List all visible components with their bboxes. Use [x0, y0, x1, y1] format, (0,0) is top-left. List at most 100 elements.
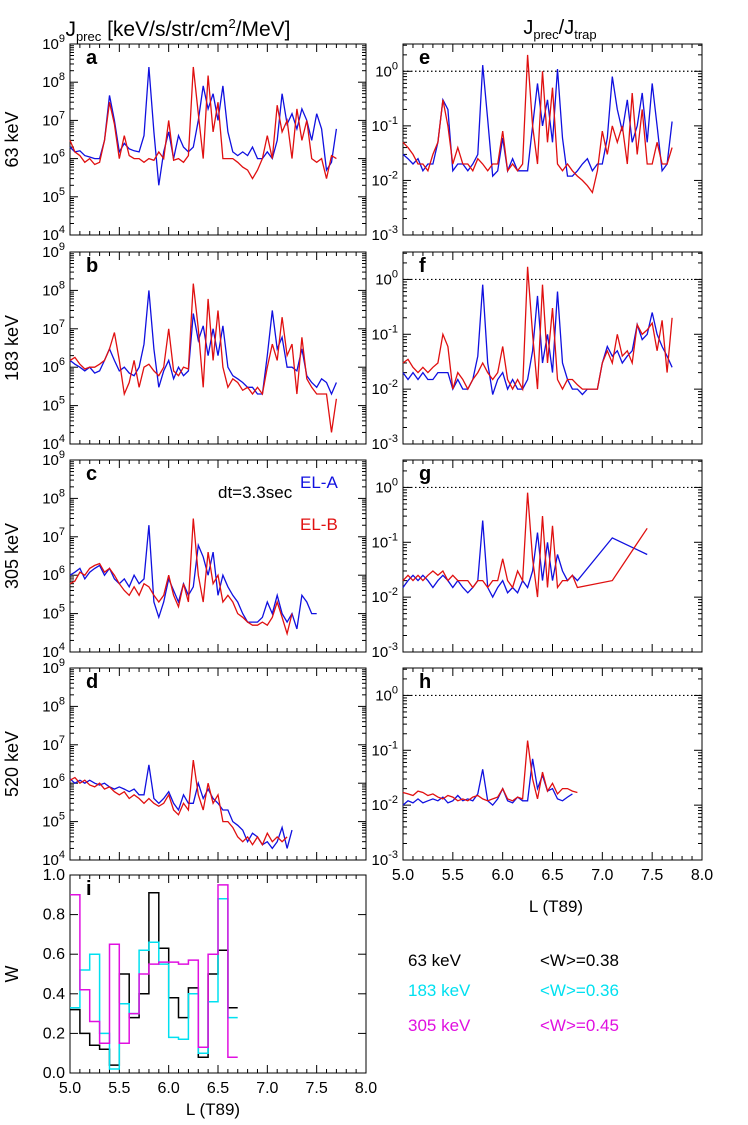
x-tick-label: 8.0	[355, 1080, 377, 1097]
y-tick-label: 108	[42, 279, 65, 299]
step-series-305-kev	[70, 884, 238, 1058]
panel-letter: e	[419, 47, 430, 69]
y-tick-label: 106	[42, 148, 65, 168]
line-series-el-a-panel-e	[402, 65, 673, 178]
x-tick-label: 5.5	[442, 867, 464, 884]
y-tick-label: 109	[42, 33, 65, 53]
y-tick-label: 10-2	[372, 586, 398, 606]
y-tick-label: 105	[42, 603, 65, 623]
y-tick-label: 10-1	[372, 115, 398, 135]
frames-layer: 104 105 106 107 108 109 a 63 keV 104 105 106 107 108…	[2, 33, 713, 1097]
y-tick-label: 10-2	[372, 794, 398, 814]
y-tick-label: 10-2	[372, 378, 398, 398]
line-series-el-b-panel-h	[402, 740, 578, 802]
x-tick-label: 6.0	[158, 1080, 180, 1097]
line-series-el-a-panel-f	[402, 284, 673, 396]
y-tick-label: 107	[42, 109, 65, 129]
bottom-x-axis-label: L (T89)	[186, 1100, 240, 1119]
step-series-183-kev	[70, 898, 238, 1070]
y-tick-label: 108	[42, 71, 65, 91]
y-tick-label: 109	[42, 657, 65, 677]
y-tick-label: 106	[42, 772, 65, 792]
y-tick-label: 108	[42, 695, 65, 715]
line-series-el-a-panel-d	[69, 764, 293, 850]
panel-g: 10-3 10-2 10-1 100 g	[372, 459, 703, 661]
panel-letter: a	[86, 47, 98, 69]
y-tick-label: 10-3	[372, 433, 398, 453]
y-tick-label: 107	[42, 734, 65, 754]
y-tick-label: 100	[375, 60, 398, 80]
step-series-63-kev	[70, 892, 238, 1066]
y-tick-label: 0.6	[43, 946, 65, 963]
y-tick-label: 100	[375, 268, 398, 288]
panel-h: 5.0 5.5 6.0 6.5 7.0 7.5 8.0 10-3 10-2 10-1 100 h	[372, 667, 713, 884]
y-tick-label: 105	[42, 186, 65, 206]
panel-letter: c	[86, 463, 97, 485]
y-tick-label: 0.4	[43, 986, 65, 1003]
line-series-el-b-panel-a	[69, 66, 337, 180]
y-tick-label: 10-2	[372, 169, 398, 189]
y-tick-label: 106	[42, 356, 65, 376]
y-tick-label: 105	[42, 395, 65, 415]
legend-mean-183: <W>=0.36	[540, 981, 619, 1000]
y-tick-label: 10-1	[372, 531, 398, 551]
y-tick-label: 109	[42, 241, 65, 261]
x-tick-label: 8.0	[691, 867, 713, 884]
line-series-el-b-panel-c	[69, 518, 293, 637]
y-axis-label: W	[2, 966, 22, 983]
legend-energy-183: 183 keV	[408, 981, 471, 1000]
y-axis-label: 183 keV	[2, 315, 22, 381]
panel-letter: d	[86, 671, 98, 693]
y-tick-label: 109	[42, 449, 65, 469]
y-axis-label: 520 keV	[2, 731, 22, 797]
panel-letter: i	[86, 878, 92, 900]
panel-letter: f	[419, 255, 426, 277]
y-tick-label: 10-3	[372, 641, 398, 661]
y-tick-label: 10-3	[372, 224, 398, 244]
right-column-title: Jprec/Jtrap	[523, 17, 596, 42]
legend-energy-305: 305 keV	[408, 1016, 471, 1035]
x-tick-label: 6.5	[541, 867, 563, 884]
x-tick-label: 5.0	[392, 867, 414, 884]
panel-frame	[402, 459, 703, 653]
panel-e: 10-3 10-2 10-1 100 e	[372, 43, 703, 244]
panel-frame	[69, 667, 367, 861]
right-x-axis-label: L (T89)	[529, 897, 583, 916]
x-tick-label: 7.5	[306, 1080, 328, 1097]
y-tick-label: 10-3	[372, 849, 398, 869]
x-tick-label: 6.0	[492, 867, 514, 884]
x-tick-label: 5.5	[108, 1080, 130, 1097]
x-tick-label: 7.0	[591, 867, 613, 884]
line-series-el-b-panel-f	[402, 266, 673, 392]
y-tick-label: 0.2	[43, 1025, 65, 1042]
y-tick-label: 100	[375, 476, 398, 496]
dt-annotation: dt=3.3sec	[218, 483, 293, 502]
y-tick-label: 105	[42, 811, 65, 831]
panel-d: 104 105 106 107 108 109 d 520 keV	[2, 657, 367, 869]
line-series-el-a-panel-c	[69, 525, 317, 630]
panel-frame	[69, 43, 367, 236]
panel-letter: b	[86, 255, 98, 277]
panel-letter: h	[419, 671, 431, 693]
y-tick-label: 107	[42, 318, 65, 338]
y-tick-label: 100	[375, 684, 398, 704]
el-a-legend: EL-A	[300, 473, 338, 492]
y-tick-label: 0.0	[43, 1065, 65, 1082]
x-tick-label: 7.5	[641, 867, 663, 884]
y-tick-label: 0.8	[43, 907, 65, 924]
panel-f: 10-3 10-2 10-1 100 f	[372, 251, 703, 453]
left-column-title: Jprec [keV/s/str/cm2/MeV]	[65, 16, 290, 44]
y-axis-label: 305 keV	[2, 523, 22, 589]
line-series-el-b-panel-d	[69, 760, 288, 847]
line-series-el-b-panel-b	[69, 283, 338, 433]
legend-energy-63: 63 keV	[408, 951, 462, 970]
line-series-el-a-panel-b	[69, 290, 337, 396]
line-series-el-a-panel-a	[69, 66, 338, 186]
y-axis-label: 63 keV	[2, 111, 22, 167]
el-b-legend: EL-B	[300, 515, 338, 534]
x-tick-label: 6.5	[207, 1080, 229, 1097]
y-tick-label: 106	[42, 564, 65, 584]
y-tick-label: 10-1	[372, 323, 398, 343]
